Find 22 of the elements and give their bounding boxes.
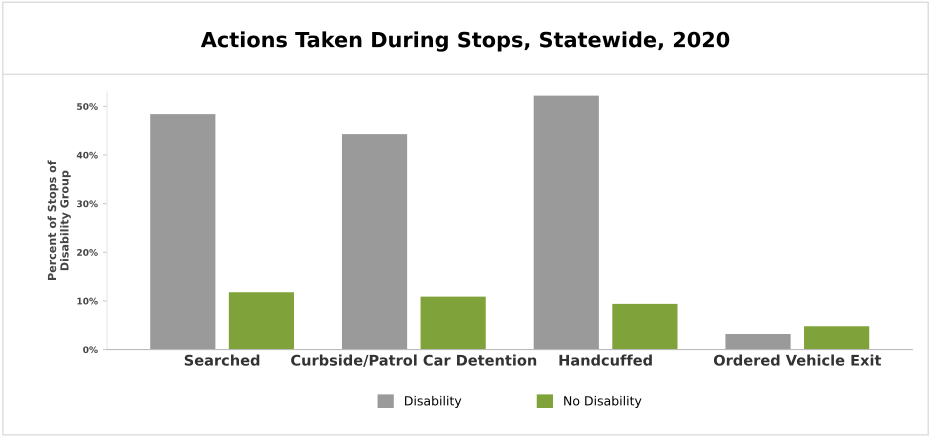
legend-label: No Disability (564, 396, 642, 408)
legend-label: Disability (405, 396, 462, 408)
chart-title: Actions Taken During Stops, Statewide, 2020 (200, 31, 730, 52)
x-tick-label: Handcuffed (559, 354, 652, 366)
x-tick-label: Ordered Vehicle Exit (714, 354, 882, 366)
bar (342, 134, 408, 350)
y-tick-label: 10% (77, 298, 98, 305)
bar (150, 114, 216, 350)
bar (804, 326, 870, 350)
x-tick-label: Curbside/Patrol Car Detention (291, 354, 536, 367)
y-tick-label: 30% (77, 200, 98, 208)
bar (534, 96, 599, 350)
y-tick-label: 40% (76, 152, 98, 159)
y-tick-label: 50% (77, 103, 98, 110)
y-axis-title: Percent of Stops of Disability Group (48, 160, 71, 280)
x-tick-label: Searched (184, 354, 260, 366)
y-tick-label: 0% (83, 346, 98, 354)
bar (228, 292, 294, 350)
bar (420, 296, 486, 350)
y-tick-label: 20% (77, 249, 98, 256)
bar (725, 334, 791, 350)
bar (612, 304, 678, 350)
